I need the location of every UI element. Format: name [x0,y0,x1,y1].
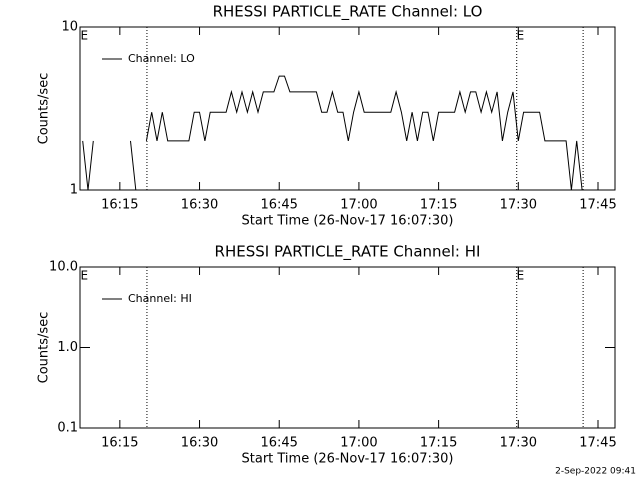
legend-label: Channel: HI [128,292,192,305]
y-tick-label: 0.1 [57,421,78,436]
footer: 2-Sep-2022 09:41 [555,467,636,477]
x-tick-label: 17:15 [420,436,457,451]
annotation: E [517,29,525,43]
annotation: E [517,269,525,283]
legend-label: Channel: LO [128,52,195,65]
data-line [82,75,583,191]
x-tick-label: 17:00 [340,436,377,451]
y-tick-label: 1 [70,183,78,198]
y-tick-label: 10 [61,20,78,35]
chart-title: RHESSI PARTICLE_RATE Channel: HI [215,243,481,262]
x-tick-label: 16:15 [101,198,138,213]
x-tick-label: 17:45 [579,198,616,213]
x-tick-label: 17:30 [500,436,537,451]
plot-frame [79,26,616,191]
y-tick-label: 1.0 [57,340,78,355]
x-tick-label: 17:45 [579,436,616,451]
y-axis-label: Counts/sec [37,312,52,384]
x-tick-label: 16:30 [181,436,218,451]
x-tick-label: 17:15 [420,198,457,213]
chart-title: RHESSI PARTICLE_RATE Channel: LO [213,3,483,22]
x-tick-label: 16:45 [260,436,297,451]
x-tick-label: 16:45 [260,198,297,213]
x-tick-label: 17:30 [500,198,537,213]
annotation: E [80,29,88,43]
x-axis-label: Start Time (26-Nov-17 16:07:30) [242,214,454,229]
x-tick-label: 16:15 [101,436,138,451]
x-tick-label: 17:00 [340,198,377,213]
y-axis-label: Counts/sec [37,73,52,145]
x-axis-label: Start Time (26-Nov-17 16:07:30) [242,452,454,467]
x-tick-label: 16:30 [181,198,218,213]
annotation: E [80,269,88,283]
y-tick-label: 10.0 [49,260,78,275]
